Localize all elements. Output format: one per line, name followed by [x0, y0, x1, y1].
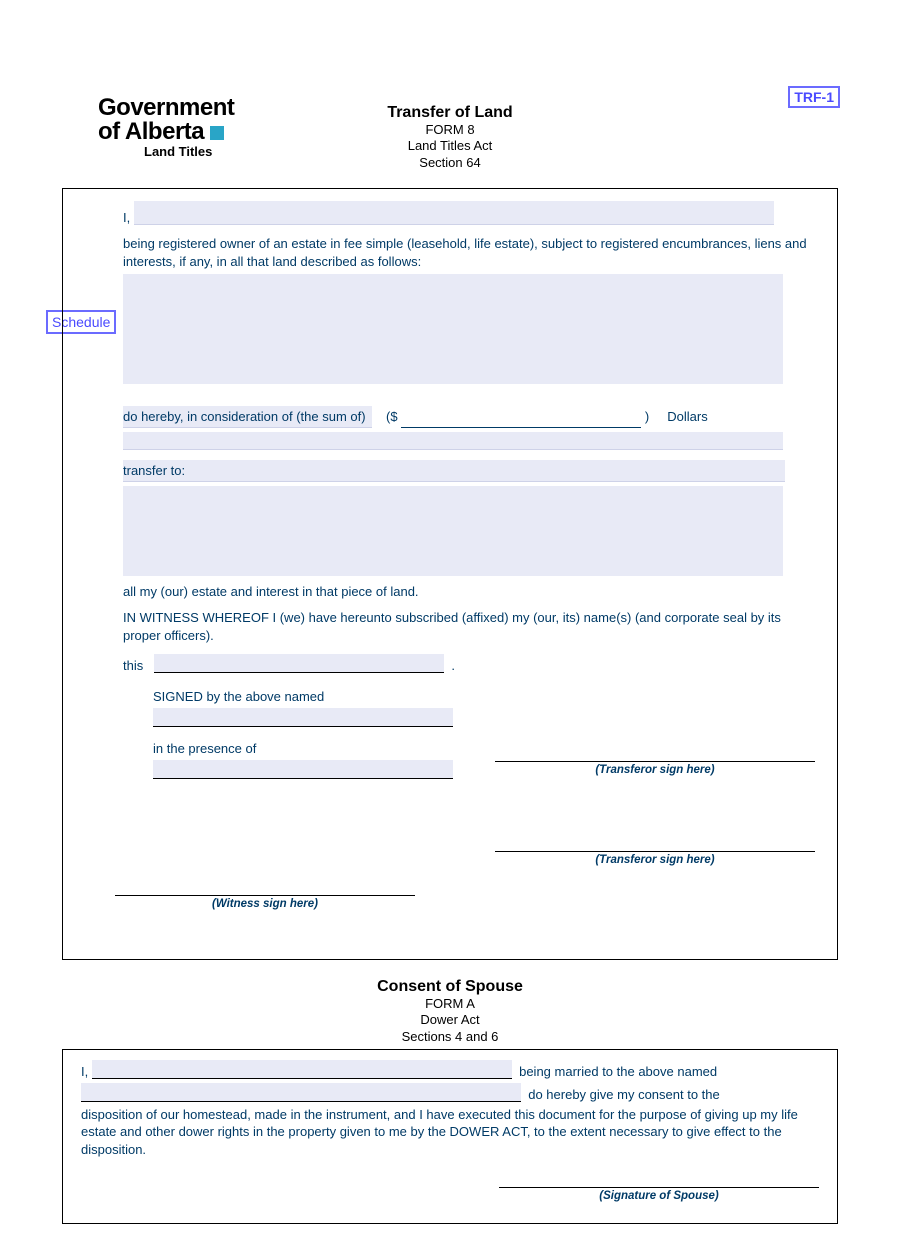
- sum-amount-field[interactable]: [401, 414, 641, 428]
- spouse-name-field[interactable]: [92, 1060, 512, 1079]
- transferor-caption-1: (Transferor sign here): [495, 764, 815, 776]
- gov-line2-text: of Alberta: [98, 118, 204, 145]
- consent-title-sections: Sections 4 and 6: [62, 1029, 838, 1045]
- witness-caption: (Witness sign here): [115, 898, 415, 910]
- consent-title-act: Dower Act: [62, 1012, 838, 1028]
- signed-by-label: SIGNED by the above named: [153, 689, 815, 704]
- consent-body-text: disposition of our homestead, made in th…: [81, 1106, 819, 1159]
- consideration-row: do hereby, in consideration of (the sum …: [123, 406, 815, 428]
- dollars-word: Dollars: [667, 409, 707, 424]
- in-presence-field[interactable]: [153, 760, 453, 779]
- transferor-sign-line-1[interactable]: [495, 761, 815, 762]
- transferor-sign-line-2[interactable]: [495, 851, 815, 852]
- this-label: this: [123, 658, 143, 673]
- land-description-field[interactable]: [123, 274, 783, 384]
- transferor-caption-2: (Transferor sign here): [495, 854, 815, 866]
- transfer-to-field[interactable]: [123, 486, 783, 576]
- date-period: .: [448, 658, 455, 673]
- page: Government of Alberta Land Titles Transf…: [0, 0, 900, 1254]
- logo-square-icon: [210, 126, 224, 140]
- gov-subtitle: Land Titles: [144, 144, 234, 159]
- government-logo: Government of Alberta Land Titles: [98, 94, 234, 159]
- date-field[interactable]: [154, 654, 444, 673]
- witness-whereof-text: IN WITNESS WHEREOF I (we) have hereunto …: [123, 609, 815, 644]
- consent-title-form: FORM A: [62, 996, 838, 1012]
- married-to-text: being married to the above named: [519, 1064, 717, 1079]
- consent-form-box: I, being married to the above named do h…: [62, 1049, 838, 1224]
- transfer-form-box: I, being registered owner of an estate i…: [62, 188, 838, 960]
- dollar-close: ): [645, 409, 649, 424]
- consent-title-block: Consent of Spouse FORM A Dower Act Secti…: [62, 978, 838, 1045]
- consideration-prefix: do hereby, in consideration of (the sum …: [123, 409, 366, 424]
- witness-sign-line[interactable]: [115, 895, 415, 896]
- consent-title-main: Consent of Spouse: [62, 978, 838, 996]
- dollar-open: ($: [386, 409, 398, 424]
- consideration-extra-field[interactable]: [123, 432, 783, 450]
- declarant-prefix: I,: [123, 210, 130, 225]
- header: Government of Alberta Land Titles Transf…: [62, 100, 838, 180]
- signed-by-field[interactable]: [153, 708, 453, 727]
- named-person-field[interactable]: [81, 1083, 521, 1102]
- do-hereby-text: do hereby give my consent to the: [528, 1087, 720, 1102]
- signature-area: (Transferor sign here) (Transferor sign …: [63, 785, 837, 945]
- consent-prefix: I,: [81, 1064, 88, 1079]
- gov-line2: of Alberta: [98, 118, 234, 146]
- spouse-sign-line[interactable]: [499, 1187, 819, 1188]
- being-registered-text: being registered owner of an estate in f…: [123, 235, 815, 270]
- all-my-estate-text: all my (our) estate and interest in that…: [123, 584, 815, 599]
- declarant-row: I,: [123, 201, 815, 225]
- declarant-name-field[interactable]: [134, 201, 774, 225]
- transfer-to-label: transfer to:: [123, 463, 185, 478]
